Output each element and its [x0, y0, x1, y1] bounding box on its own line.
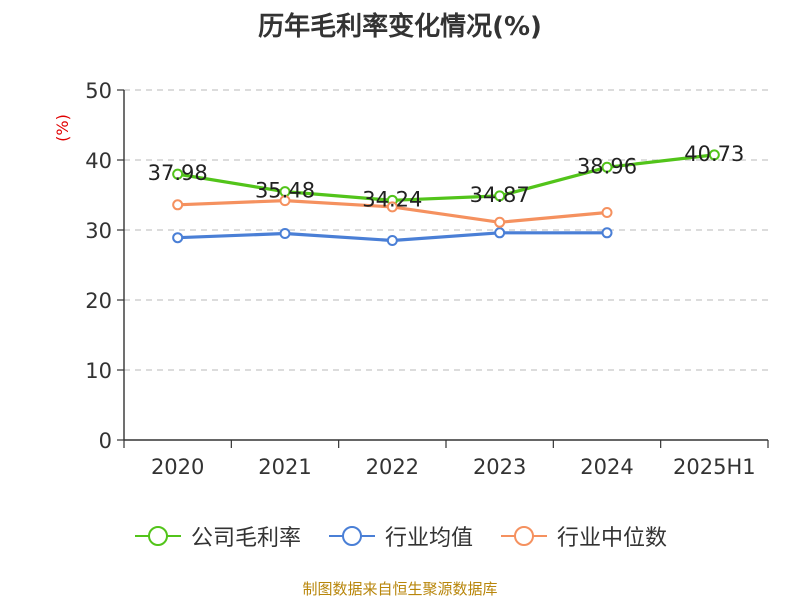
data-point [172, 232, 184, 244]
data-point [172, 199, 184, 211]
legend-marker-icon [328, 526, 375, 546]
data-point [386, 235, 398, 246]
data-point [494, 190, 506, 202]
chart-title: 历年毛利率变化情况(%) [258, 12, 542, 42]
y-axis-label: (%) [53, 114, 72, 142]
legend-item[interactable]: 公司毛利率 [133, 520, 301, 552]
data-point [494, 227, 506, 239]
data-label: 40.73 [684, 142, 744, 166]
legend-label: 行业中位数 [557, 526, 668, 551]
x-tick-label: 2021 [258, 455, 311, 479]
x-tick-label: 2025H1 [673, 455, 756, 479]
y-tick-label: 50 [85, 79, 112, 103]
data-point [386, 201, 398, 213]
x-tick-label: 2023 [473, 455, 526, 479]
x-tick-label: 2022 [366, 455, 419, 479]
data-label: 35.48 [255, 179, 315, 203]
data-point [172, 168, 184, 180]
y-tick-label: 40 [85, 149, 112, 173]
legend-marker-icon [134, 526, 181, 546]
y-tick-label: 10 [85, 359, 112, 383]
x-tick-label: 2020 [151, 455, 204, 479]
legend-item[interactable]: 行业均值 [327, 520, 473, 552]
legend-item[interactable]: 行业中位数 [499, 520, 667, 552]
y-tick-label: 30 [85, 219, 112, 243]
data-label: 37.98 [148, 161, 208, 185]
data-point [708, 149, 720, 161]
y-tick-label: 20 [85, 289, 112, 313]
data-label: 34.24 [362, 187, 422, 211]
legend-label: 公司毛利率 [190, 526, 301, 551]
data-label: 34.87 [470, 183, 530, 207]
data-point [601, 207, 613, 218]
data-label: 38.96 [577, 154, 637, 178]
legend-marker-icon [501, 526, 547, 546]
data-point [601, 227, 613, 239]
data-point [279, 228, 291, 239]
data-point [279, 195, 291, 207]
y-tick-label: 0 [99, 429, 112, 453]
chart-legend: 公司毛利率 行业均值 行业中位数 [0, 520, 800, 552]
series-line [177, 153, 715, 202]
data-point [494, 216, 506, 228]
data-point [601, 161, 613, 173]
legend-label: 行业均值 [384, 526, 473, 551]
data-source-note: 制图数据来自恒生聚源数据库 [302, 580, 498, 598]
x-tick-label: 2024 [580, 455, 633, 479]
